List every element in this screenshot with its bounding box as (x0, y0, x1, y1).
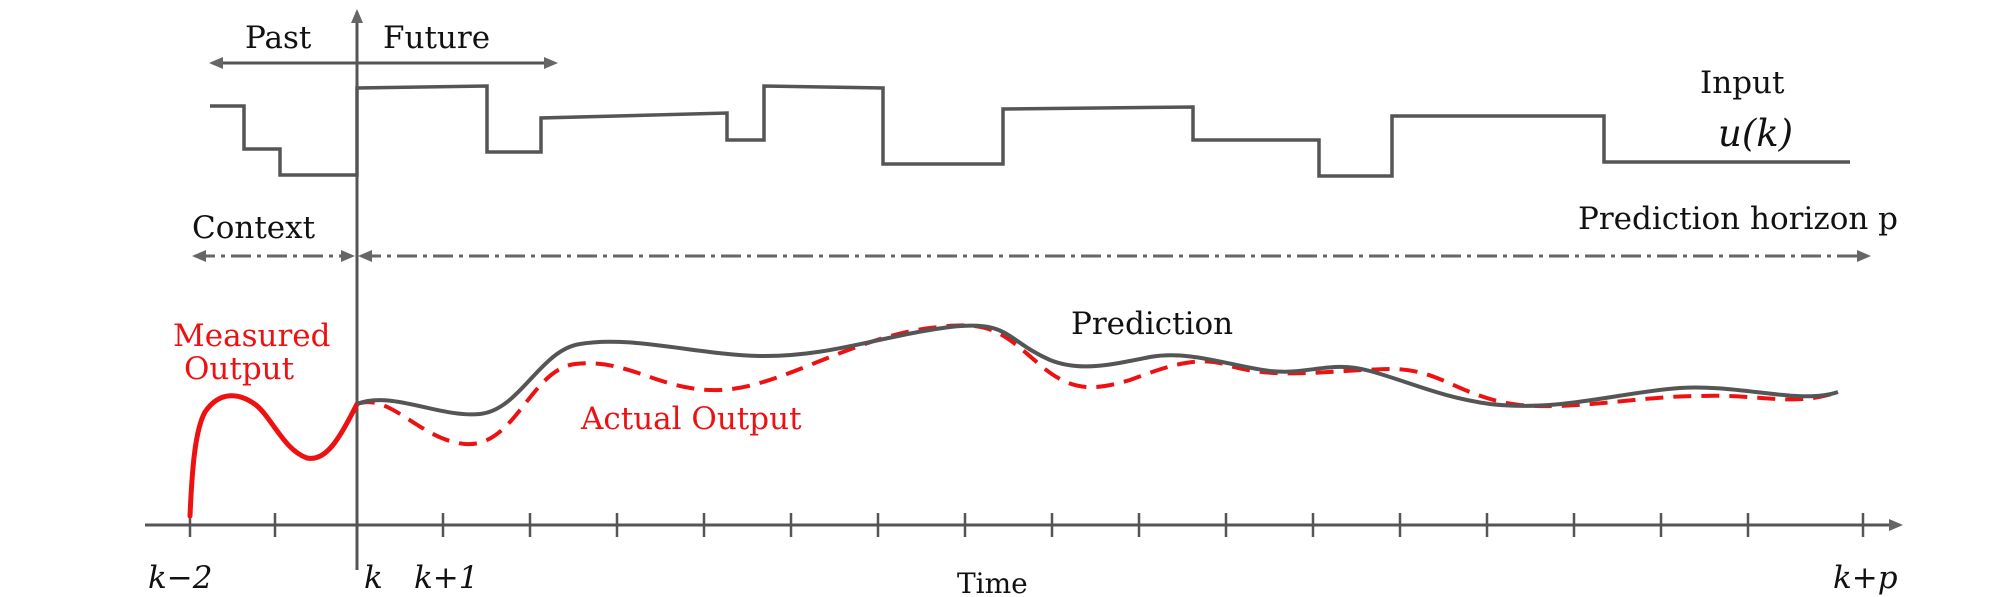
tick-label-k-minus-2: k−2 (148, 560, 212, 596)
prediction-curve (356, 323, 1839, 417)
tick-label-k-plus-1: k+1 (414, 560, 478, 596)
context-label: Context (192, 210, 316, 246)
future-label: Future (383, 20, 490, 56)
time-axis-label: Time (957, 567, 1028, 597)
measured-output-label-line1: Measured (173, 318, 330, 354)
tick-label-k-plus-p: k+p (1833, 560, 1898, 596)
prediction-horizon-label: Prediction horizon p (1578, 201, 1898, 237)
actual-output-label: Actual Output (580, 401, 802, 437)
measured-output-label-line2: Output (184, 351, 295, 387)
past-label: Past (245, 20, 312, 56)
tick-label-k: k (364, 560, 383, 596)
input-signal-line (210, 84, 1850, 178)
measured-output-curve (187, 393, 360, 519)
time-axis-ticks (188, 513, 1865, 537)
prediction-label: Prediction (1071, 306, 1233, 342)
input-symbol: u(k) (1718, 112, 1793, 155)
input-label: Input (1700, 65, 1785, 101)
